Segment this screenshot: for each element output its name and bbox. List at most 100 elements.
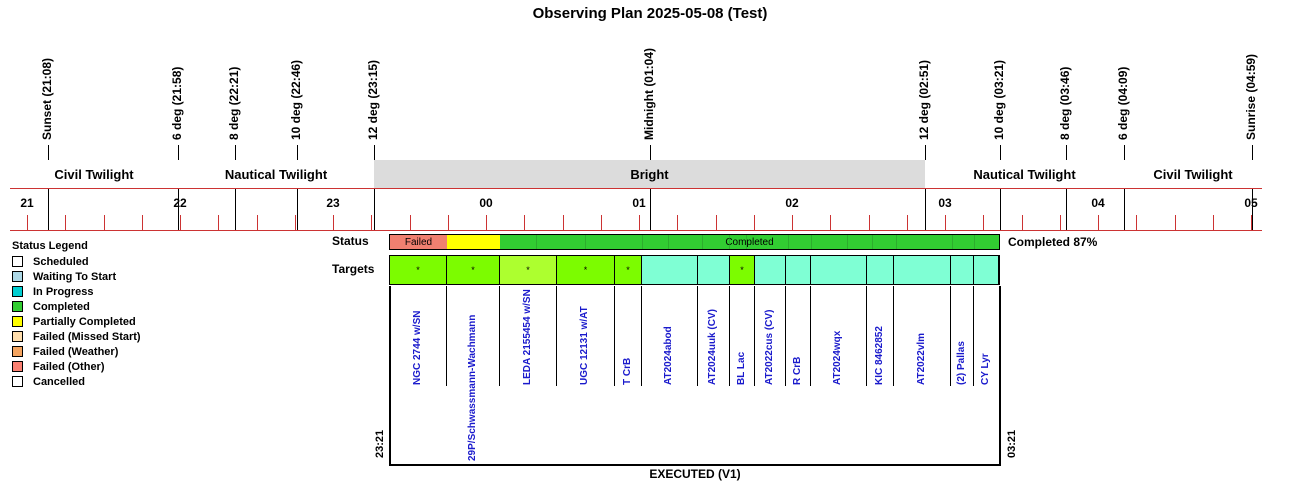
minor-tick [754, 215, 755, 230]
status-gridline [642, 235, 643, 249]
target-segment[interactable] [786, 256, 811, 284]
minor-tick [180, 215, 181, 230]
minor-tick [792, 215, 793, 230]
legend-item: Failed (Missed Start) [12, 329, 141, 344]
target-name-link[interactable]: AT2022cus (CV) [763, 309, 775, 385]
axis-line-mid [10, 188, 1262, 189]
minor-tick [65, 215, 66, 230]
target-separator [810, 286, 811, 386]
status-gridline [896, 235, 897, 249]
target-name-link[interactable]: T CrB [621, 357, 633, 385]
minor-tick [104, 215, 105, 230]
minor-tick [563, 215, 564, 230]
target-separator [754, 286, 755, 386]
legend-title: Status Legend [12, 240, 88, 252]
target-name-link[interactable]: (2) Pallas [955, 341, 967, 385]
status-row-label: Status [332, 234, 369, 248]
minor-tick [983, 215, 984, 230]
legend-label: Cancelled [33, 375, 85, 388]
twilight-band-segment: Nautical Twilight [925, 160, 1124, 188]
hour-tick-label: 23 [326, 196, 340, 210]
targets-row-label: Targets [332, 262, 375, 276]
minor-tick [1136, 215, 1137, 230]
minor-tick [27, 215, 28, 230]
target-name-link[interactable]: NGC 2744 w/SN [411, 310, 423, 385]
minor-tick [295, 215, 296, 230]
legend-swatch [12, 346, 23, 357]
legend-swatch [12, 331, 23, 342]
minor-tick [677, 215, 678, 230]
event-label: Midnight (01:04) [642, 48, 656, 140]
target-segment[interactable]: * [615, 256, 642, 284]
target-segment[interactable]: * [557, 256, 615, 284]
target-segment[interactable] [698, 256, 730, 284]
target-separator [697, 286, 698, 386]
status-gridline [847, 235, 848, 249]
target-segment[interactable]: * [447, 256, 500, 284]
minor-tick [1060, 215, 1061, 230]
status-gridline [872, 235, 873, 249]
target-name-link[interactable]: LEDA 2155454 w/SN [521, 289, 533, 385]
status-segment-failed: Failed [390, 235, 447, 249]
event-label: Sunrise (04:59) [1244, 53, 1258, 140]
status-gridline [702, 235, 703, 249]
status-gridline [974, 235, 975, 249]
start-time: 23:21 [374, 429, 386, 458]
target-name-link[interactable]: UGC 12131 w/AT [579, 306, 590, 385]
target-separator [446, 286, 447, 386]
status-gridline [811, 235, 812, 249]
target-segment[interactable] [894, 256, 951, 284]
target-separator [785, 286, 786, 386]
status-segment-partial [447, 235, 500, 249]
legend-item: Completed [12, 299, 141, 314]
target-segment[interactable]: * [730, 256, 755, 284]
target-name-link[interactable]: AT2024abod [663, 326, 674, 385]
minor-tick [410, 215, 411, 230]
status-gridline [668, 235, 669, 249]
target-separator [973, 286, 974, 386]
legend-label: Completed [33, 300, 90, 313]
status-summary: Completed 87% [1008, 235, 1098, 249]
end-time: 03:21 [1006, 429, 1018, 458]
target-name-link[interactable]: CY Lyr [979, 353, 991, 385]
hour-tick-label: 04 [1091, 196, 1105, 210]
target-segment[interactable]: * [390, 256, 447, 284]
target-name-link[interactable]: 29P/Schwassmann-Wachmann [466, 314, 478, 461]
status-legend: Status Legend Scheduled Waiting To Start I… [12, 240, 141, 389]
minor-tick [218, 215, 219, 230]
minor-tick [524, 215, 525, 230]
minor-tick [639, 215, 640, 230]
target-name-link[interactable]: BL Lac [735, 351, 747, 385]
legend-label: Failed (Other) [33, 360, 105, 373]
hour-tick-label: 01 [632, 196, 646, 210]
target-segment[interactable] [811, 256, 867, 284]
target-segment[interactable]: * [500, 256, 557, 284]
target-segment[interactable] [642, 256, 698, 284]
target-name-link[interactable]: KIC 8462852 [873, 326, 885, 385]
legend-item: Cancelled [12, 374, 141, 389]
minor-tick [1251, 215, 1252, 230]
target-segment[interactable] [867, 256, 894, 284]
target-separator [641, 286, 642, 386]
legend-item: Failed (Other) [12, 359, 141, 374]
legend-item: In Progress [12, 284, 141, 299]
legend-swatch [12, 376, 23, 387]
target-segment[interactable] [951, 256, 974, 284]
targets-bar: * * * * * * [389, 255, 1000, 285]
twilight-band-segment: Civil Twilight [1124, 160, 1262, 188]
minor-tick [257, 215, 258, 230]
event-label: 10 deg (22:46) [289, 59, 303, 140]
target-name-link[interactable]: R CrB [791, 356, 803, 385]
target-name-link[interactable]: AT2024uuk (CV) [707, 309, 718, 385]
target-segment[interactable] [974, 256, 999, 284]
target-name-link[interactable]: AT2022vlm [915, 332, 927, 385]
minor-tick [142, 215, 143, 230]
status-gridline [585, 235, 586, 249]
legend-swatch [12, 301, 23, 312]
target-separator [866, 286, 867, 386]
minor-tick [716, 215, 717, 230]
target-segment[interactable] [755, 256, 786, 284]
event-label: 8 deg (22:21) [227, 66, 241, 140]
legend-swatch [12, 361, 23, 372]
target-name-link[interactable]: AT2024wqx [832, 330, 843, 385]
